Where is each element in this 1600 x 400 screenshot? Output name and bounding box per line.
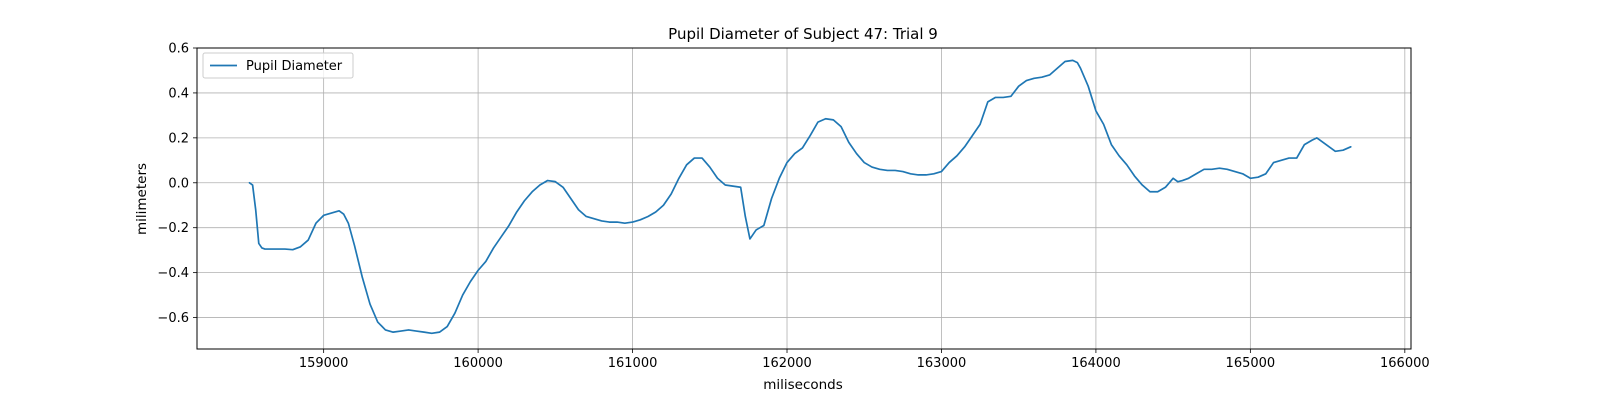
y-tick-label: 0.6	[168, 42, 189, 57]
legend-box	[202, 52, 354, 79]
series-line-pupil-diameter	[248, 59, 1352, 335]
y-tick-label: −0.6	[157, 311, 189, 326]
y-tick-label: −0.2	[157, 221, 189, 236]
legend-label: Pupil Diameter	[246, 59, 343, 74]
x-tick-label: 159000	[299, 356, 349, 371]
x-tick-label: 160000	[453, 356, 503, 371]
y-tick-label: 0.0	[168, 176, 189, 191]
y-axis-label: milimeters	[134, 163, 150, 235]
chart-title: Pupil Diameter of Subject 47: Trial 9	[668, 25, 938, 43]
y-tick-label: 0.2	[168, 131, 189, 146]
x-tick-label: 165000	[1226, 356, 1276, 371]
y-axis-ticks: −0.6 −0.4 −0.2 0.0 0.2 0.4 0.6	[157, 42, 197, 326]
legend: Pupil Diameter	[202, 52, 354, 79]
plot-frame	[196, 47, 1412, 350]
x-tick-label: 166000	[1380, 356, 1430, 371]
x-tick-label: 161000	[608, 356, 658, 371]
y-tick-label: −0.4	[157, 266, 189, 281]
y-tick-label: 0.4	[168, 86, 189, 101]
plot-lines	[248, 59, 1352, 335]
x-axis-ticks: 159000 160000 161000 162000 163000 164000 1650…	[299, 349, 1430, 371]
x-tick-label: 164000	[1071, 356, 1121, 371]
x-tick-label: 162000	[762, 356, 812, 371]
x-axis-label: miliseconds	[763, 377, 843, 393]
x-tick-label: 163000	[917, 356, 967, 371]
